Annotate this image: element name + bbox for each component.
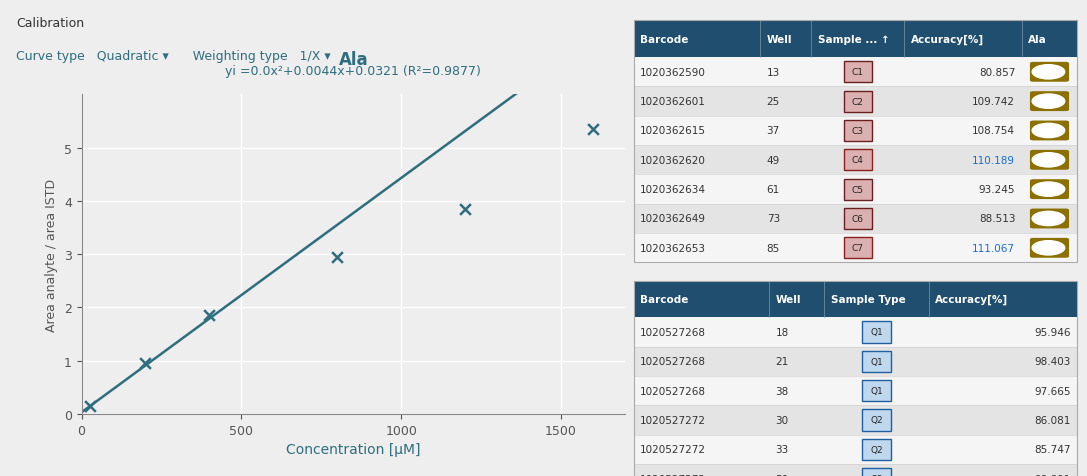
Text: 1020362634: 1020362634: [640, 185, 707, 195]
Text: 18: 18: [775, 327, 789, 337]
Text: 1020527272: 1020527272: [640, 474, 707, 476]
Text: 108.754: 108.754: [972, 126, 1015, 136]
Text: Well: Well: [775, 294, 801, 304]
Text: C7: C7: [852, 244, 864, 253]
Text: Q2: Q2: [871, 416, 883, 425]
Text: 1020362649: 1020362649: [640, 214, 707, 224]
Text: 38: 38: [775, 386, 789, 396]
Point: [137, 360, 154, 367]
Text: 1020527268: 1020527268: [640, 386, 707, 396]
Text: 25: 25: [766, 97, 779, 107]
Text: 85.747: 85.747: [1034, 445, 1071, 454]
Text: 1020362653: 1020362653: [640, 243, 707, 253]
Text: Calibration: Calibration: [16, 17, 85, 30]
Text: 49: 49: [766, 156, 779, 166]
Text: 30: 30: [775, 415, 789, 425]
Text: Barcode: Barcode: [640, 294, 689, 304]
Point: [328, 254, 346, 261]
Text: Q1: Q1: [871, 357, 883, 366]
Text: 1020527272: 1020527272: [640, 415, 707, 425]
Text: 1020362615: 1020362615: [640, 126, 707, 136]
Text: 37: 37: [766, 126, 779, 136]
Text: 86.081: 86.081: [1035, 415, 1071, 425]
Text: 80.857: 80.857: [979, 68, 1015, 78]
Text: 33: 33: [775, 445, 789, 454]
Text: Q2: Q2: [871, 445, 883, 454]
Text: 1020527272: 1020527272: [640, 445, 707, 454]
Text: 73: 73: [766, 214, 779, 224]
Text: Sample Type: Sample Type: [830, 294, 905, 304]
Text: 109.742: 109.742: [972, 97, 1015, 107]
Text: 98.403: 98.403: [1035, 357, 1071, 367]
Text: Sample ... ↑: Sample ... ↑: [817, 35, 889, 45]
Text: 93.245: 93.245: [978, 185, 1015, 195]
Text: Q1: Q1: [871, 387, 883, 395]
Text: 98.891: 98.891: [1034, 474, 1071, 476]
Text: 1020362590: 1020362590: [640, 68, 707, 78]
Text: 1020527268: 1020527268: [640, 357, 707, 367]
Text: 1020362601: 1020362601: [640, 97, 707, 107]
Text: Barcode: Barcode: [640, 35, 689, 45]
Y-axis label: Area analyte / area ISTD: Area analyte / area ISTD: [46, 178, 59, 331]
Text: Curve type   Quadratic ▾      Weighting type   1/X ▾: Curve type Quadratic ▾ Weighting type 1/…: [16, 50, 330, 63]
Text: Accuracy[%]: Accuracy[%]: [911, 35, 984, 45]
Text: yi =0.0x²+0.0044x+0.0321 (R²=0.9877): yi =0.0x²+0.0044x+0.0321 (R²=0.9877): [225, 65, 482, 78]
Text: Q1: Q1: [871, 328, 883, 337]
Text: C5: C5: [852, 185, 864, 194]
Text: 85: 85: [766, 243, 779, 253]
Text: 61: 61: [766, 185, 779, 195]
Point: [201, 312, 218, 319]
X-axis label: Concentration [μM]: Concentration [μM]: [286, 442, 421, 456]
Text: C6: C6: [852, 215, 864, 224]
Text: 111.067: 111.067: [972, 243, 1015, 253]
Text: Ala: Ala: [1028, 35, 1047, 45]
Text: C4: C4: [852, 156, 864, 165]
Text: 21: 21: [775, 357, 789, 367]
Point: [457, 206, 474, 213]
Text: 95.946: 95.946: [1034, 327, 1071, 337]
Point: [585, 126, 602, 134]
Text: C1: C1: [852, 68, 864, 77]
Text: Q2: Q2: [871, 474, 883, 476]
Text: C3: C3: [852, 127, 864, 136]
Text: C2: C2: [852, 98, 864, 107]
Text: 88.513: 88.513: [978, 214, 1015, 224]
Text: Accuracy[%]: Accuracy[%]: [935, 294, 1009, 305]
Text: 1020527268: 1020527268: [640, 327, 707, 337]
Text: 1020362620: 1020362620: [640, 156, 707, 166]
Text: 50: 50: [775, 474, 789, 476]
Point: [80, 402, 98, 410]
Text: 97.665: 97.665: [1034, 386, 1071, 396]
Text: 110.189: 110.189: [972, 156, 1015, 166]
Text: Well: Well: [766, 35, 792, 45]
Title: Ala: Ala: [338, 51, 368, 69]
Text: 13: 13: [766, 68, 779, 78]
